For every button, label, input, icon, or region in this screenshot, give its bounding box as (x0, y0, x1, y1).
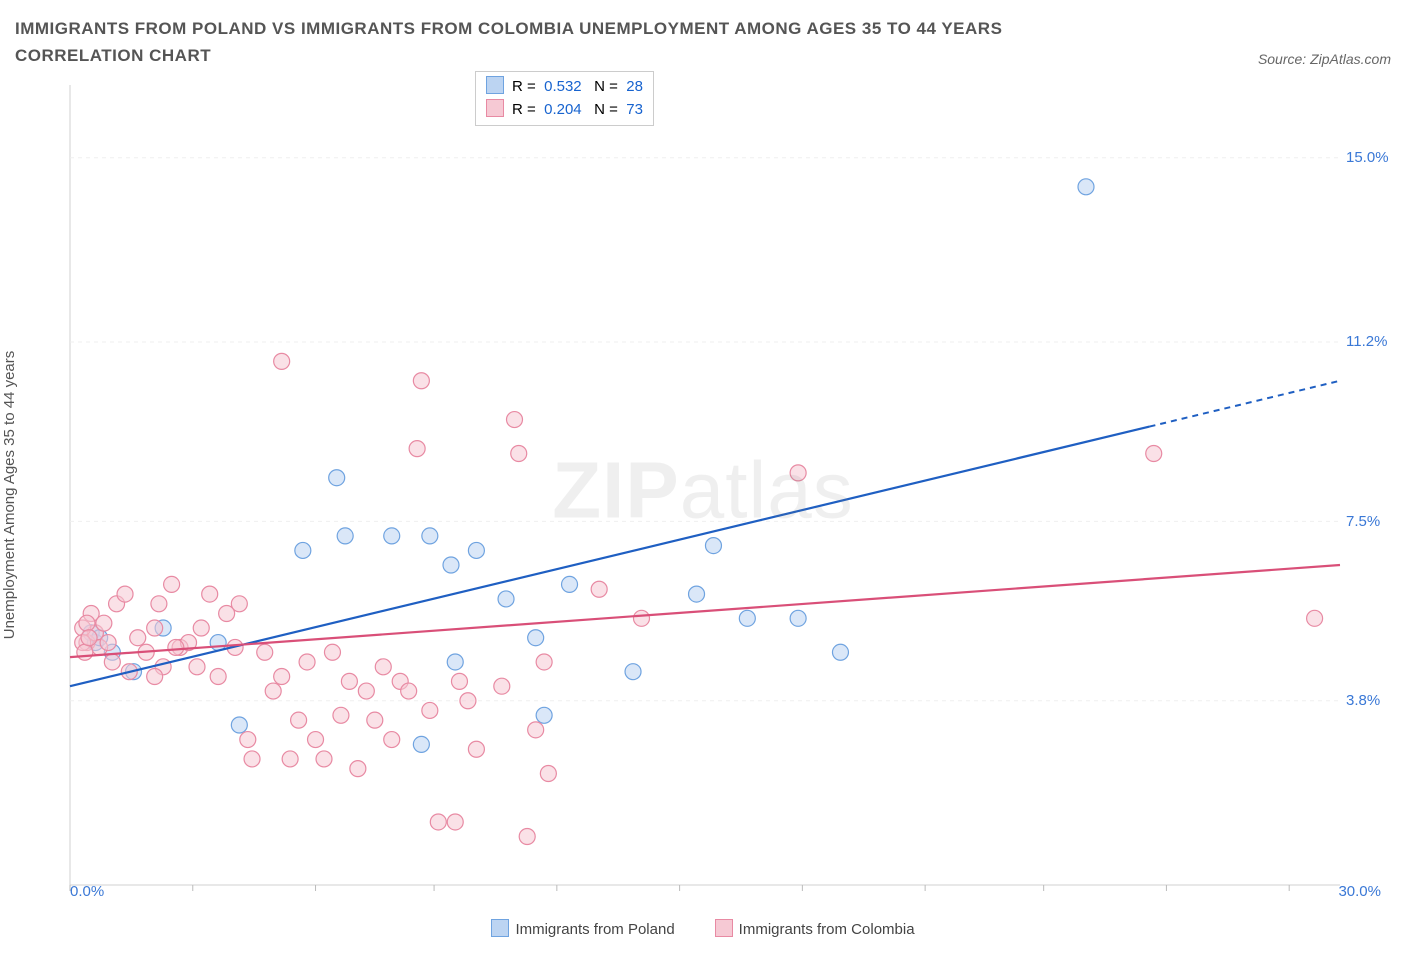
x-max-label: 30.0% (1338, 883, 1381, 900)
scatter-plot (15, 75, 1391, 895)
series-legend: Immigrants from Poland Immigrants from Co… (15, 919, 1391, 938)
legend-item: Immigrants from Poland (491, 919, 674, 938)
y-tick-label: 11.2% (1346, 333, 1387, 350)
chart-title: IMMIGRANTS FROM POLAND VS IMMIGRANTS FRO… (15, 15, 1115, 69)
x-min-label: 0.0% (70, 883, 104, 900)
y-tick-label: 7.5% (1346, 513, 1380, 530)
legend-row: R = 0.204 N = 73 (486, 99, 643, 122)
y-tick-label: 15.0% (1346, 149, 1389, 166)
correlation-legend: R = 0.532 N = 28R = 0.204 N = 73 (475, 71, 654, 126)
legend-item: Immigrants from Colombia (715, 919, 915, 938)
y-axis-label: Unemployment Among Ages 35 to 44 years (1, 351, 18, 640)
chart-area: Unemployment Among Ages 35 to 44 years Z… (15, 75, 1391, 915)
legend-row: R = 0.532 N = 28 (486, 76, 643, 99)
source-label: Source: ZipAtlas.com (1258, 51, 1391, 69)
y-tick-label: 3.8% (1346, 692, 1380, 709)
